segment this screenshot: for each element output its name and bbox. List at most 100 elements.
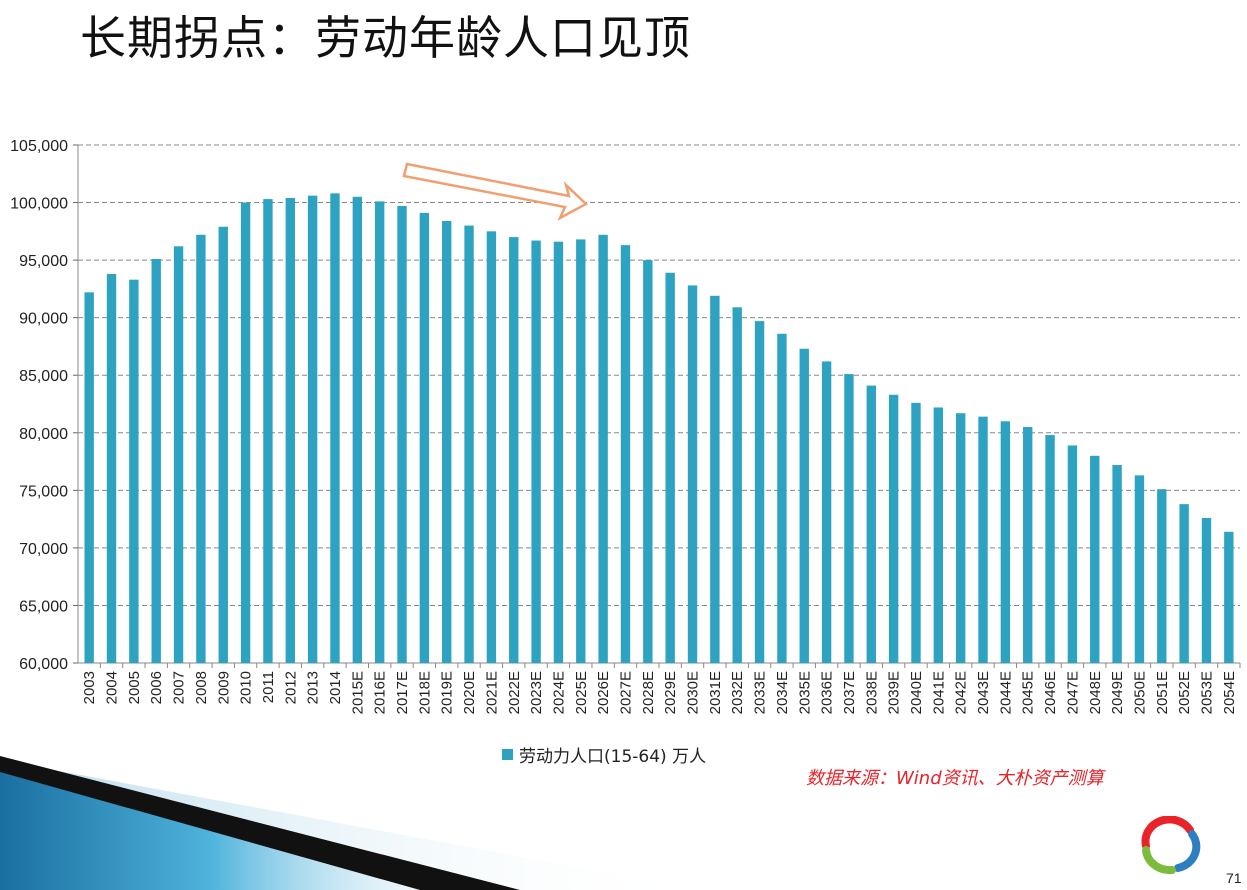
legend-label: 劳动力人口(15-64) 万人 <box>519 747 707 767</box>
bar <box>486 231 497 664</box>
bar <box>129 279 139 663</box>
x-tick-label: 2019E <box>439 671 456 714</box>
decor-swoosh-dark <box>0 756 520 890</box>
bar <box>263 199 273 663</box>
x-tick-label: 2045E <box>1020 671 1037 714</box>
bar <box>866 385 876 663</box>
x-tick-label: 2033E <box>752 671 769 714</box>
bar <box>687 285 698 663</box>
bar <box>509 237 519 664</box>
x-tick-label: 2050E <box>1131 671 1148 714</box>
x-tick-label: 2039E <box>886 671 903 714</box>
x-tick-label: 2051E <box>1154 671 1171 714</box>
bar <box>598 234 608 663</box>
bar <box>1134 475 1145 663</box>
trend-arrow <box>402 162 589 221</box>
y-tick-label: 60,000 <box>19 656 68 673</box>
x-tick-label: 2012 <box>282 671 299 704</box>
x-tick-label: 2005 <box>126 671 143 704</box>
x-tick-label: 2011 <box>260 671 277 703</box>
x-tick-label: 2013 <box>305 671 322 704</box>
y-tick-labels: 60,000 65,000 70,000 75,000 80,000 85,000 90,0… <box>10 138 68 673</box>
bar <box>978 416 988 663</box>
x-tick-label: 2014 <box>327 671 344 704</box>
bar <box>1090 455 1100 663</box>
bar <box>1023 427 1033 663</box>
bar <box>933 407 944 663</box>
bar <box>1201 517 1212 663</box>
bar <box>844 374 854 663</box>
bars <box>84 193 1234 664</box>
bar <box>1112 465 1122 663</box>
y-tick-label: 100,000 <box>10 196 68 213</box>
bar <box>531 240 541 663</box>
bar <box>710 295 720 663</box>
y-tick-label: 95,000 <box>19 253 68 270</box>
bar <box>173 246 184 663</box>
x-tick-label: 2041E <box>930 671 947 714</box>
x-tick-label: 2049E <box>1109 671 1126 714</box>
bar <box>1045 435 1055 663</box>
x-tick-label: 2046E <box>1042 671 1059 714</box>
x-tick-label: 2023E <box>528 671 545 714</box>
x-tick-label: 2028E <box>640 671 657 714</box>
x-tick-label: 2020E <box>461 671 478 714</box>
bar <box>1157 489 1167 663</box>
x-tick-label: 2047E <box>1064 671 1081 714</box>
bar <box>196 234 206 663</box>
x-tick-label: 2018E <box>416 671 433 714</box>
x-tick-label: 2044E <box>997 671 1014 714</box>
x-tick-label: 2015E <box>349 671 366 714</box>
x-tick-label: 2053E <box>1198 671 1215 714</box>
x-tick-label: 2031E <box>707 671 724 714</box>
x-tick-label: 2032E <box>729 671 746 714</box>
bar <box>352 196 363 664</box>
page-title: 长期拐点：劳动年龄人口见顶 <box>80 11 691 65</box>
x-tick-label: 2030E <box>685 671 702 714</box>
company-logo <box>1141 816 1201 875</box>
bar <box>777 333 787 663</box>
y-tick-label: 75,000 <box>19 483 68 500</box>
bar <box>1067 445 1078 663</box>
page-number: 71 <box>1226 870 1242 886</box>
x-tick-label: 2003 <box>81 671 98 704</box>
x-tick-label: 2010 <box>238 671 255 704</box>
bar <box>218 226 228 663</box>
bar <box>464 225 474 664</box>
x-tick-labels: 2003 2004 2005 2006 2007 2008 2009 2010 2011 2012… <box>81 671 1238 714</box>
x-tick-label: 2022E <box>506 671 523 714</box>
bar <box>84 292 94 663</box>
bar <box>754 321 765 663</box>
bar <box>374 201 385 663</box>
y-tick-label: 65,000 <box>19 598 68 615</box>
x-tick-label: 2034E <box>774 671 791 714</box>
bar <box>888 394 899 663</box>
x-tick-label: 2006 <box>148 671 165 704</box>
bar <box>576 239 586 663</box>
y-tick-label: 80,000 <box>19 426 68 443</box>
bar <box>911 402 921 663</box>
x-tick-label: 2037E <box>841 671 858 714</box>
bar <box>397 206 407 663</box>
y-tick-label: 90,000 <box>19 311 68 328</box>
x-tick-label: 2004 <box>104 671 121 704</box>
bar <box>285 197 295 663</box>
data-source-note: 数据来源：Wind资讯、大朴资产测算 <box>806 768 1104 789</box>
bar <box>821 361 832 663</box>
bar <box>330 193 340 663</box>
bar <box>620 245 631 663</box>
bar <box>442 220 452 663</box>
bar <box>419 212 430 663</box>
x-tick-label: 2054E <box>1221 671 1238 714</box>
bar <box>1224 531 1234 663</box>
bar <box>799 348 809 663</box>
x-tick-label: 2048E <box>1087 671 1104 714</box>
bar <box>553 241 564 663</box>
bar <box>240 202 251 664</box>
x-tick-label: 2009 <box>215 671 232 704</box>
legend: 劳动力人口(15-64) 万人 <box>502 742 706 767</box>
bar <box>1000 421 1011 663</box>
bar <box>1179 504 1189 663</box>
